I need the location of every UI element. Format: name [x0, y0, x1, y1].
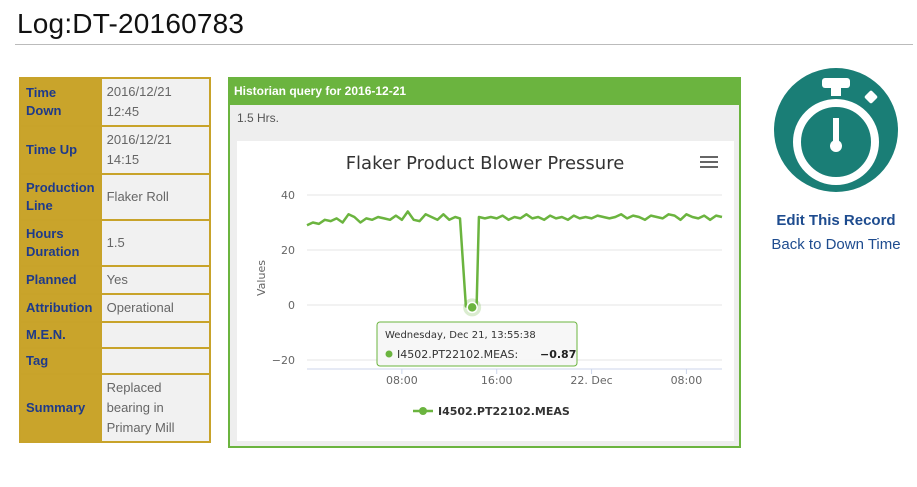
- tooltip-date: Wednesday, Dec 21, 13:55:38: [385, 330, 536, 341]
- info-label: Time Down: [19, 77, 102, 127]
- title-divider: [15, 44, 913, 45]
- y-tick-label: −20: [272, 354, 295, 367]
- info-row: Time Up 2016/12/21 14:15: [19, 125, 212, 175]
- info-row: Production Line Flaker Roll: [19, 173, 212, 221]
- info-label: Hours Duration: [19, 219, 102, 267]
- info-value: 2016/12/21 14:15: [99, 125, 212, 175]
- info-label: Production Line: [19, 173, 102, 221]
- tooltip-marker: [385, 350, 393, 358]
- series-line: [306, 210, 723, 309]
- historian-panel: Historian query for 2016-12-21 1.5 Hrs. …: [228, 77, 741, 448]
- tooltip-series: I4502.PT22102.MEAS:: [397, 348, 518, 361]
- info-row: Tag: [19, 347, 212, 375]
- info-label: Tag: [19, 347, 102, 375]
- info-row: M.E.N.: [19, 321, 212, 349]
- x-tick-label: 16:00: [481, 374, 513, 387]
- stopwatch-icon: [774, 68, 898, 192]
- edit-record-link[interactable]: Edit This Record: [776, 212, 896, 229]
- duration-text: 1.5 Hrs.: [237, 111, 280, 125]
- info-value: [99, 347, 212, 375]
- tooltip-box: [376, 321, 578, 367]
- chart-title: Flaker Product Blower Pressure: [346, 153, 625, 174]
- info-value: Yes: [99, 265, 212, 295]
- tooltip-value: −0.87: [540, 348, 576, 361]
- y-tick-label: 0: [288, 299, 295, 312]
- info-value: 1.5: [99, 219, 212, 267]
- info-label: Planned: [19, 265, 102, 295]
- x-tick-label: 08:00: [671, 374, 703, 387]
- data-point: [466, 301, 478, 314]
- info-value: [99, 321, 212, 349]
- info-value: Flaker Roll: [99, 173, 212, 221]
- info-row: Attribution Operational: [19, 293, 212, 323]
- y-tick-label: 20: [281, 244, 295, 257]
- x-tick-label: 22. Dec: [570, 374, 612, 387]
- page-title: Log:DT-20160783: [17, 8, 245, 39]
- x-tick-label: 08:00: [386, 374, 418, 387]
- hamburger-menu-icon[interactable]: [700, 156, 718, 171]
- info-value: Operational: [99, 293, 212, 323]
- info-value: 2016/12/21 12:45: [99, 77, 212, 127]
- y-tick-label: 40: [281, 189, 295, 202]
- y-axis-label: Values: [255, 260, 268, 296]
- legend-marker: [419, 407, 427, 415]
- info-row: Planned Yes: [19, 265, 212, 295]
- info-label: Time Up: [19, 125, 102, 175]
- legend-label: I4502.PT22102.MEAS: [438, 405, 570, 418]
- info-label: M.E.N.: [19, 321, 102, 349]
- info-label: Attribution: [19, 293, 102, 323]
- panel-header: Historian query for 2016-12-21: [230, 79, 739, 105]
- chart-container: Flaker Product Blower Pressure Values 40 20…: [237, 141, 734, 441]
- info-row: Time Down 2016/12/21 12:45: [19, 77, 212, 127]
- info-row: Summary Replaced bearing in Primary Mill: [19, 373, 212, 443]
- panel-body: 1.5 Hrs. Flaker Product Blower Pressure V…: [230, 105, 739, 446]
- back-to-downtime-link[interactable]: Back to Down Time: [771, 236, 901, 253]
- pressure-chart: Flaker Product Blower Pressure Values 40 20…: [255, 153, 723, 418]
- info-label: Summary: [19, 373, 102, 443]
- info-row: Hours Duration 1.5: [19, 219, 212, 267]
- downtime-info-table: Time Down 2016/12/21 12:45 Time Up 2016/12/…: [19, 77, 212, 443]
- info-value: Replaced bearing in Primary Mill: [99, 373, 212, 443]
